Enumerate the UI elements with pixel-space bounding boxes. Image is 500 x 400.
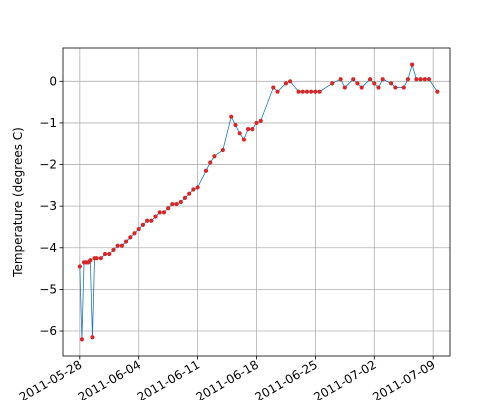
data-point (88, 258, 93, 263)
x-tick-label: 2011-06-25 (252, 357, 319, 400)
data-point (422, 77, 427, 82)
data-point (212, 154, 217, 159)
data-point (174, 201, 179, 207)
data-point (136, 226, 141, 232)
temperature-series-line (79, 63, 438, 340)
data-point (94, 256, 99, 261)
y-tick-label: 0 (49, 74, 57, 88)
y-tick-label: −4 (39, 241, 57, 255)
data-point (90, 335, 95, 340)
data-point (355, 81, 360, 86)
data-point (288, 79, 293, 84)
y-tick-label: −6 (39, 324, 57, 338)
data-point (405, 77, 411, 82)
data-point (380, 77, 385, 82)
y-tick-label: −2 (39, 158, 57, 172)
data-point (170, 201, 175, 207)
data-point (250, 127, 255, 132)
data-point (241, 137, 246, 142)
data-point (271, 85, 276, 90)
data-point (414, 77, 419, 82)
data-point (157, 210, 162, 215)
data-point (338, 77, 343, 82)
data-point (115, 243, 120, 248)
data-point (367, 77, 373, 82)
data-point (389, 81, 394, 86)
data-point (229, 114, 234, 119)
data-points (77, 62, 440, 342)
data-point (237, 131, 242, 136)
data-point (107, 251, 112, 257)
data-point (245, 127, 251, 132)
data-point (309, 89, 314, 94)
data-point (119, 243, 124, 248)
data-point (283, 81, 289, 86)
data-point (191, 187, 196, 192)
data-point (359, 85, 364, 90)
data-point (77, 264, 82, 269)
data-point (233, 122, 238, 128)
data-point (166, 206, 171, 211)
data-point (145, 218, 150, 223)
data-point (178, 199, 183, 205)
series-line-layer (79, 63, 438, 340)
data-point (393, 85, 398, 90)
data-point (254, 120, 259, 126)
data-point (220, 147, 225, 153)
data-point (372, 81, 377, 86)
data-point (317, 89, 322, 94)
data-point (376, 85, 381, 90)
data-point (275, 89, 280, 94)
data-point (195, 185, 200, 190)
data-point (79, 337, 85, 342)
data-point (140, 222, 146, 227)
data-point (98, 256, 103, 261)
data-point (351, 77, 356, 82)
data-point (132, 231, 137, 236)
grid-lines (63, 48, 450, 356)
data-point (102, 251, 108, 257)
y-tick-label: −5 (39, 282, 57, 296)
data-point (187, 191, 192, 196)
x-tick-label: 2011-05-28 (17, 357, 84, 400)
data-point (418, 77, 423, 82)
data-point (296, 89, 301, 94)
data-point (149, 218, 154, 223)
data-point (182, 195, 188, 200)
x-tick-label: 2011-07-02 (311, 357, 378, 400)
data-point (258, 118, 263, 123)
y-tick-label: −1 (39, 116, 57, 130)
y-axis-ticks: 0 −1 −2 −3 −4 −5 −6 (39, 74, 63, 338)
x-tick-label: 2011-06-11 (135, 357, 202, 400)
y-tick-label: −3 (39, 199, 57, 213)
data-point (410, 62, 415, 67)
data-point (330, 81, 335, 86)
data-point (161, 210, 167, 215)
data-point (203, 168, 209, 173)
data-point (342, 85, 347, 90)
data-point (401, 85, 406, 90)
data-point (153, 214, 158, 219)
y-axis-label: Temperature (degrees C) (11, 127, 25, 278)
data-point (304, 89, 310, 94)
data-point (300, 89, 305, 94)
x-tick-label: 2011-07-09 (370, 357, 437, 400)
data-point (128, 235, 133, 240)
data-point (426, 77, 432, 82)
data-point (208, 160, 213, 165)
data-point (111, 247, 116, 252)
x-tick-label: 2011-06-04 (76, 357, 143, 400)
data-point (313, 89, 318, 94)
x-tick-label: 2011-06-18 (194, 357, 261, 400)
data-point (435, 89, 440, 94)
data-point (124, 239, 129, 244)
x-axis-ticks: 2011-05-282011-06-042011-06-112011-06-18… (17, 356, 438, 400)
